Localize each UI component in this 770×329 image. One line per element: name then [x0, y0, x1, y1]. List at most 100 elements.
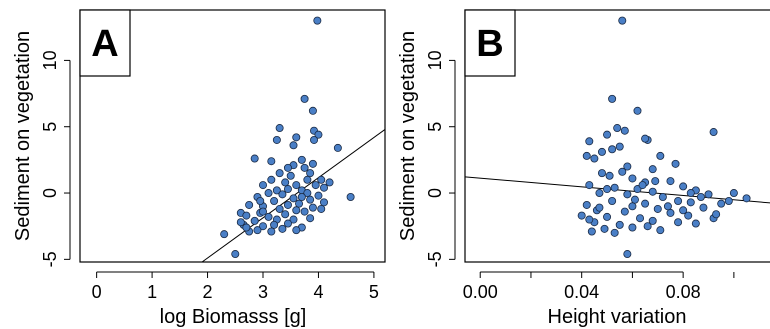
- data-point: [636, 214, 645, 223]
- data-point: [623, 190, 632, 199]
- data-point: [303, 175, 312, 184]
- data-point: [313, 16, 322, 25]
- data-point: [674, 218, 683, 227]
- data-point: [712, 210, 721, 219]
- x-axis-title-b: Height variation: [548, 306, 687, 328]
- data-point: [319, 183, 328, 192]
- data-point: [597, 169, 606, 178]
- data-point: [297, 155, 306, 164]
- data-point: [283, 185, 292, 194]
- data-point: [623, 162, 632, 171]
- data-point: [628, 223, 637, 232]
- data-point: [577, 211, 586, 220]
- y-tick-label: 5: [425, 122, 445, 132]
- x-axis-a: 0 1 2 3 4 5: [92, 271, 379, 302]
- data-point: [250, 154, 259, 163]
- data-point: [666, 177, 675, 186]
- data-point: [272, 135, 281, 144]
- x-tick-label: 2: [203, 282, 213, 302]
- data-point: [603, 185, 612, 194]
- data-point: [292, 181, 301, 190]
- data-point: [615, 220, 624, 229]
- data-point: [684, 211, 693, 220]
- data-point: [600, 224, 609, 233]
- data-point: [283, 163, 292, 172]
- data-point: [613, 124, 622, 133]
- plot-frame-a: [79, 9, 386, 263]
- data-point: [306, 214, 315, 223]
- data-point: [275, 124, 284, 133]
- data-point: [270, 196, 279, 205]
- panel-b: B -5 0 5 10 0.00 0.04 0.08 Height variation S…: [397, 9, 770, 328]
- y-axis-title-b: Sediment on vegetation: [397, 31, 419, 241]
- data-point: [648, 216, 657, 225]
- data-point: [641, 134, 650, 143]
- data-point: [587, 227, 596, 236]
- data-point: [258, 207, 267, 216]
- data-point: [267, 175, 276, 184]
- y-tick-label: 10: [40, 50, 60, 70]
- data-point: [615, 142, 624, 151]
- y-tick-label: 5: [40, 122, 60, 132]
- data-point: [630, 195, 639, 204]
- data-point: [256, 196, 265, 205]
- data-point: [283, 219, 292, 228]
- data-point: [300, 94, 309, 103]
- data-point: [595, 203, 604, 212]
- data-point: [696, 193, 705, 202]
- data-point: [281, 178, 290, 187]
- data-point: [686, 198, 695, 207]
- data-point: [643, 222, 652, 231]
- data-point: [253, 226, 262, 235]
- data-point: [648, 187, 657, 196]
- data-point: [236, 218, 245, 227]
- data-point: [618, 167, 627, 176]
- data-point: [628, 174, 637, 183]
- x-tick-label: 0.00: [463, 282, 498, 302]
- panel-label-box-a: [79, 9, 131, 77]
- data-point: [603, 212, 612, 221]
- points-a: [220, 16, 355, 259]
- data-point: [641, 199, 650, 208]
- data-point: [311, 181, 320, 190]
- data-point: [742, 194, 751, 203]
- data-point: [709, 128, 718, 137]
- data-point: [258, 181, 267, 190]
- data-point: [278, 224, 287, 233]
- data-point: [597, 147, 606, 156]
- data-point: [724, 196, 733, 205]
- data-point: [585, 181, 594, 190]
- data-point: [674, 196, 683, 205]
- data-point: [281, 210, 290, 219]
- data-point: [623, 250, 632, 259]
- data-point: [638, 181, 647, 190]
- data-point: [704, 190, 713, 199]
- data-point: [666, 208, 675, 217]
- data-point: [317, 204, 326, 213]
- x-tick-label: 0.08: [666, 282, 701, 302]
- data-point: [303, 189, 312, 198]
- data-point: [595, 189, 604, 198]
- data-point: [314, 191, 323, 200]
- data-point: [275, 169, 284, 178]
- panel-label-box-b: [464, 9, 516, 77]
- data-point: [300, 163, 309, 172]
- data-point: [656, 226, 665, 235]
- x-tick-label: 0: [92, 282, 102, 302]
- data-point: [686, 189, 695, 198]
- data-point: [306, 169, 315, 178]
- data-point: [242, 223, 251, 232]
- data-point: [656, 151, 665, 160]
- data-point: [653, 204, 662, 213]
- data-point: [651, 177, 660, 186]
- points-b: [577, 16, 751, 259]
- data-point: [679, 182, 688, 191]
- data-point: [346, 193, 355, 202]
- data-point: [608, 196, 617, 205]
- y-tick-label: 0: [40, 188, 60, 198]
- data-point: [605, 171, 614, 180]
- x-tick-label: 3: [258, 282, 268, 302]
- panel-a: A -5 0 5 10 0 1 2 3 4 5 log Biomasss [g] Sedimen…: [12, 9, 386, 328]
- data-point: [242, 211, 251, 220]
- x-axis-b: 0.00 0.04 0.08: [463, 271, 735, 302]
